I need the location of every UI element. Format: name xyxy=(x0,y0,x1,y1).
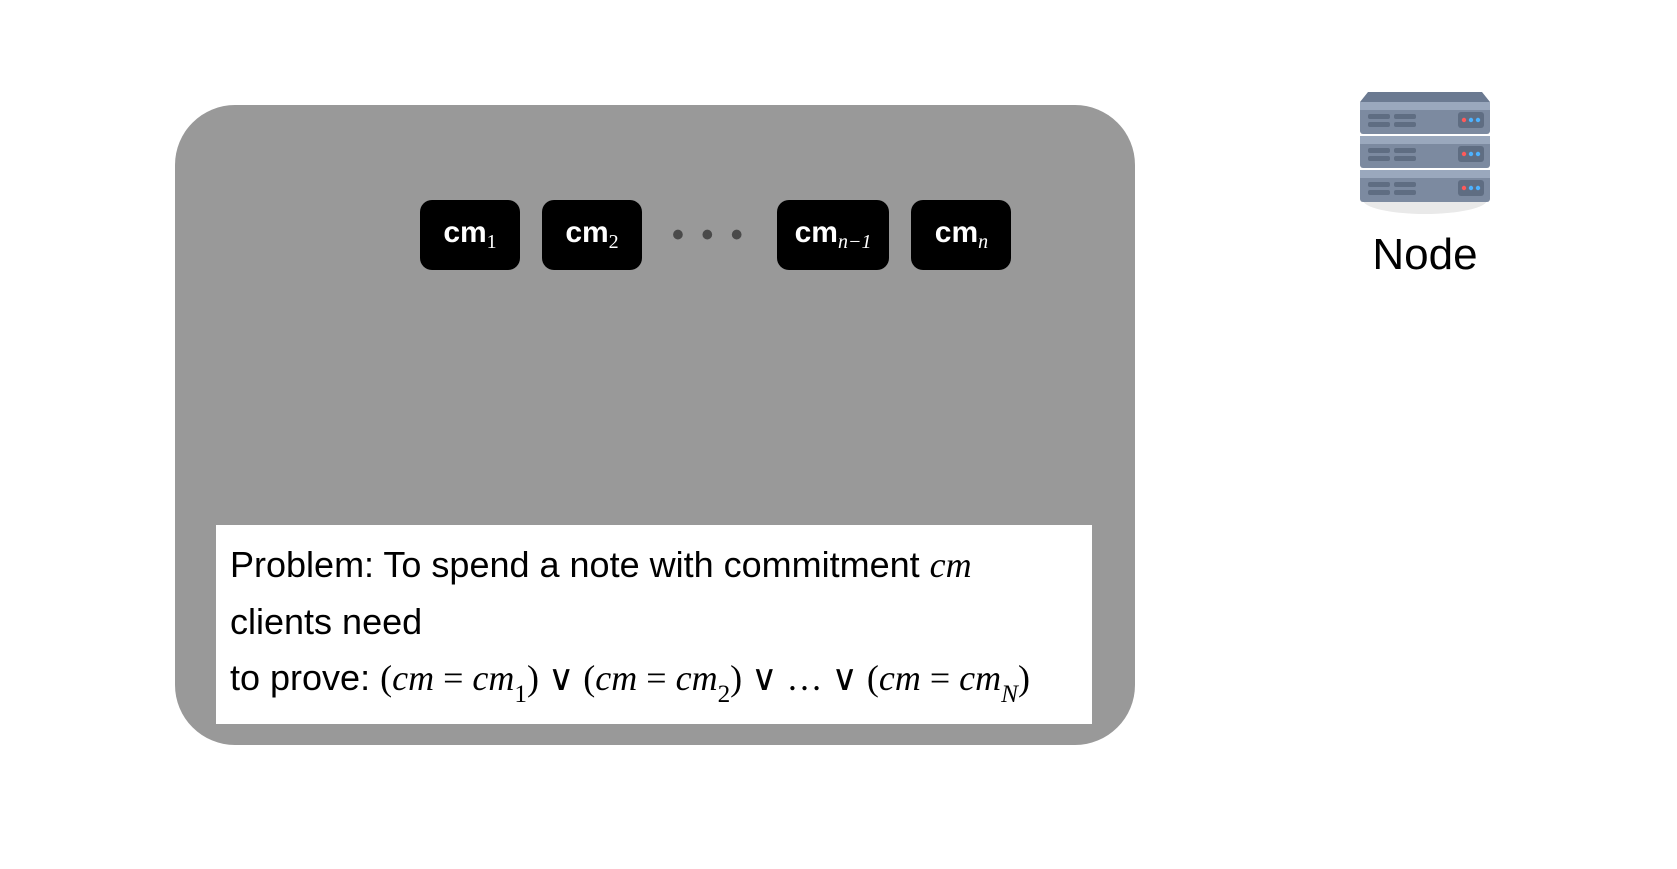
commitment-base: cm xyxy=(565,216,608,250)
problem-text-prefix: Problem: To spend a note with commitment xyxy=(230,544,930,585)
problem-formula: (cm = cm1) ∨ (cm = cm2) ∨ … ∨ (cm = cmN) xyxy=(380,658,1030,698)
server-unit-2 xyxy=(1360,136,1490,168)
problem-line2-prefix: to prove: xyxy=(230,657,380,698)
commitment-base: cm xyxy=(795,216,838,250)
server-unit-3 xyxy=(1360,170,1490,202)
commitment-base: cm xyxy=(443,216,486,250)
problem-line-2: to prove: (cm = cm1) ∨ (cm = cm2) ∨ … ∨ … xyxy=(230,650,1078,710)
server-icon xyxy=(1350,80,1500,220)
server-unit-1 xyxy=(1360,102,1490,134)
commitment-box: cmn xyxy=(911,200,1011,270)
commitment-box: cm1 xyxy=(420,200,520,270)
ellipsis-icon: • • • xyxy=(664,216,755,255)
commitment-box: cm2 xyxy=(542,200,642,270)
node-label: Node xyxy=(1372,230,1477,280)
commitment-sub: n−1 xyxy=(838,231,872,254)
commitment-sub: 2 xyxy=(609,231,619,254)
node-container: Node xyxy=(1350,80,1500,280)
commitments-row: cm1cm2• • •cmn−1cmn xyxy=(420,200,1011,270)
problem-line-1: Problem: To spend a note with commitment… xyxy=(230,537,1078,650)
commitment-base: cm xyxy=(935,216,978,250)
commitment-box: cmn−1 xyxy=(777,200,890,270)
problem-var-cm: cm xyxy=(930,545,972,585)
commitment-sub: 1 xyxy=(487,231,497,254)
server-unit-top xyxy=(1360,92,1490,102)
commitment-sub: n xyxy=(978,231,988,254)
problem-text-suffix: clients need xyxy=(230,601,422,642)
problem-statement: Problem: To spend a note with commitment… xyxy=(216,525,1092,724)
